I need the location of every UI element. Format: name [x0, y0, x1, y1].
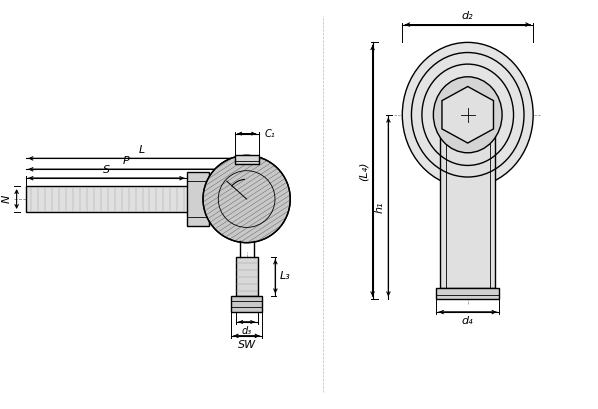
Polygon shape	[187, 172, 209, 226]
Text: SW: SW	[237, 340, 256, 350]
Text: S: S	[103, 165, 110, 175]
Polygon shape	[231, 296, 263, 312]
Text: L: L	[139, 146, 145, 155]
Text: C₁: C₁	[264, 128, 275, 139]
Polygon shape	[442, 87, 493, 143]
Ellipse shape	[434, 77, 502, 153]
Polygon shape	[440, 133, 496, 288]
Text: a°: a°	[219, 174, 230, 184]
Text: d₃: d₃	[242, 326, 252, 336]
Text: (L₄): (L₄)	[359, 161, 368, 180]
Polygon shape	[26, 186, 190, 212]
Text: P: P	[123, 156, 130, 166]
Text: d₂: d₂	[462, 11, 474, 20]
Text: h₁: h₁	[374, 201, 385, 213]
Text: L₃: L₃	[279, 272, 290, 281]
Polygon shape	[235, 155, 258, 164]
Ellipse shape	[402, 43, 533, 187]
Text: N: N	[2, 195, 12, 203]
Polygon shape	[236, 256, 258, 296]
Polygon shape	[436, 288, 499, 299]
Circle shape	[203, 155, 290, 243]
Text: d₄: d₄	[462, 316, 474, 326]
